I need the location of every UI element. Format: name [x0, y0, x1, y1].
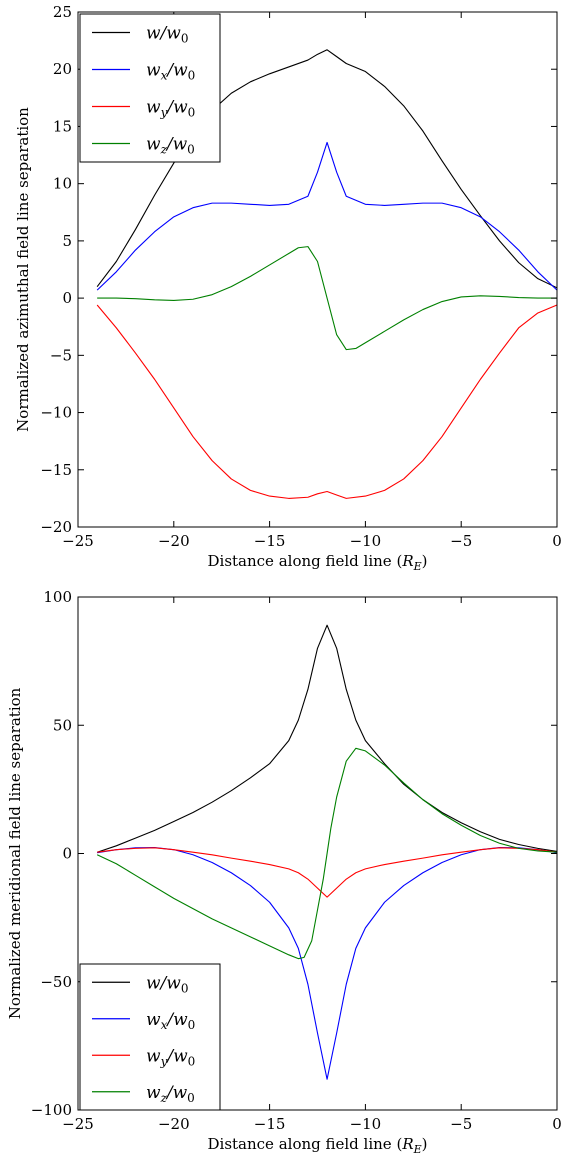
y-tick-label: −20 [40, 518, 72, 536]
x-tick-label: −15 [254, 532, 286, 550]
legend-label: wx/w0 [146, 1010, 195, 1032]
legend-label: wy/w0 [146, 1046, 195, 1068]
legend-label: w/w0 [146, 24, 188, 46]
y-tick-label: 10 [53, 175, 72, 193]
y-tick-label: −5 [50, 346, 72, 364]
x-tick-label: −25 [62, 1115, 94, 1133]
y-tick-label: 5 [62, 232, 72, 250]
y-tick-label: 0 [62, 845, 72, 863]
x-tick-label: −20 [158, 532, 190, 550]
y-tick-label: 0 [62, 289, 72, 307]
x-tick-label: −10 [350, 1115, 382, 1133]
x-tick-label: −25 [62, 532, 94, 550]
y-tick-label: −50 [40, 973, 72, 991]
legend-label: wy/w0 [146, 98, 195, 120]
x-tick-label: −5 [450, 532, 472, 550]
plot-frame [77, 11, 558, 528]
series-line-3 [96, 304, 558, 499]
y-tick-label: 15 [53, 117, 72, 135]
legend: w/w0 wx/w0 wy/w0 wz/w0 [79, 963, 221, 1111]
plot-area [96, 624, 558, 1080]
legend-box [79, 963, 221, 1111]
y-tick-label: 100 [43, 588, 72, 606]
series-line-2 [96, 141, 558, 291]
series-line-4 [97, 246, 557, 351]
series-line-3 [97, 847, 558, 898]
legend-label: wz/w0 [146, 1083, 195, 1105]
series-line-1 [96, 624, 558, 853]
y-tick-label: 25 [53, 3, 72, 21]
y-axis-label: Normalized azimuthal field line separati… [14, 107, 32, 432]
x-tick-label: −5 [450, 1115, 472, 1133]
legend-label: w/w0 [146, 973, 188, 995]
x-axis-label: Distance along field line (RE) [208, 1135, 428, 1155]
x-tick-label: −15 [254, 1115, 286, 1133]
x-tick-label: −20 [158, 1115, 190, 1133]
y-tick-label: −15 [40, 461, 72, 479]
series-line-4 [96, 747, 558, 960]
x-tick-label: 0 [552, 532, 562, 550]
x-tick-label: 0 [552, 1115, 562, 1133]
chart-1: −25 −20 −15 −10 −5 0−20−15−10−50510152025Dist… [14, 3, 562, 573]
y-tick-label: −10 [40, 404, 72, 422]
x-tick-label: −10 [350, 532, 382, 550]
y-tick-label: 50 [53, 716, 72, 734]
y-tick-label: −100 [31, 1101, 72, 1119]
legend-box [79, 13, 221, 163]
legend-label: wz/w0 [146, 135, 195, 157]
y-tick-label: 20 [53, 60, 72, 78]
series-line-2 [97, 847, 558, 1080]
y-axis-label: Normalized meridional field line separat… [6, 687, 24, 1019]
legend: w/w0 wx/w0 wy/w0 wz/w0 [79, 13, 221, 163]
legend-label: wx/w0 [146, 61, 195, 83]
x-axis-label: Distance along field line (RE) [208, 552, 428, 573]
